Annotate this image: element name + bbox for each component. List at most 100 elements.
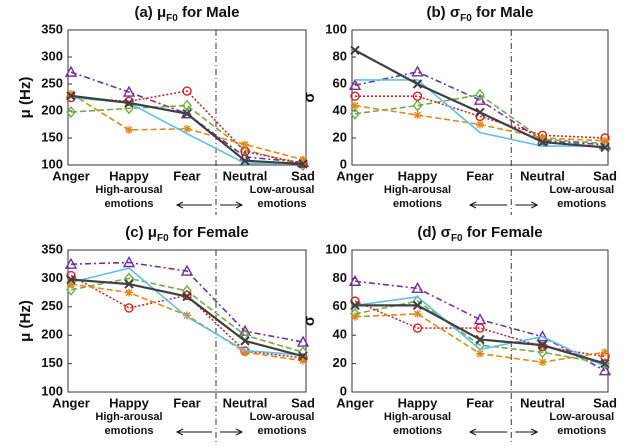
marker	[473, 93, 487, 105]
title-sub: F0	[451, 233, 463, 244]
marker	[124, 98, 134, 108]
marker	[125, 288, 133, 297]
annotation: emotions	[393, 425, 442, 437]
marker	[600, 142, 610, 153]
marker	[240, 336, 250, 346]
marker	[475, 323, 485, 333]
annotation: emotions	[557, 425, 606, 437]
title-prefix: (b) σ	[427, 4, 461, 21]
y-tick-label: 20	[333, 129, 347, 144]
title-suffix: for Male	[178, 4, 240, 21]
title-prefix: (d) σ	[417, 224, 451, 241]
plot-frame	[67, 249, 307, 393]
marker	[537, 346, 548, 359]
marker	[64, 257, 78, 269]
title-suffix: for Male	[472, 4, 534, 21]
x-tick-label: Anger	[52, 168, 90, 183]
x-tick-label: Fear	[466, 168, 493, 183]
annotation: Low-arousal	[250, 184, 315, 196]
annotation: High-arousal	[384, 411, 451, 423]
plot-frame	[67, 29, 307, 166]
marker	[299, 356, 307, 365]
chart-title: (a) μF0 for Male	[134, 4, 239, 24]
y-tick-label: 100	[325, 241, 347, 256]
x-tick-label: Sad	[593, 168, 617, 183]
x-tick-label: Neutral	[223, 168, 268, 183]
marker	[537, 137, 548, 147]
marker	[411, 65, 424, 77]
annotation: High-arousal	[384, 184, 451, 196]
title-sub: F0	[166, 13, 178, 24]
x-tick-label: Anger	[52, 395, 90, 410]
marker	[537, 340, 548, 350]
marker	[475, 107, 485, 118]
marker	[241, 140, 249, 149]
arrow-right	[220, 428, 244, 436]
panel: (b) σF0 for Male σ 0 20 40 60 80 100 Anger Happy F…	[301, 4, 617, 215]
marker	[182, 108, 192, 119]
marker	[182, 291, 192, 302]
marker	[601, 136, 609, 145]
plot-frame	[351, 29, 609, 166]
series-line	[70, 90, 304, 165]
y-tick-label: 250	[41, 75, 63, 90]
marker	[66, 274, 76, 285]
marker	[66, 91, 76, 101]
marker	[350, 300, 360, 311]
marker	[122, 256, 136, 268]
marker	[296, 335, 310, 347]
annotation: emotions	[105, 425, 154, 437]
y-tick-label: 60	[333, 75, 347, 90]
y-tick-label: 350	[41, 21, 63, 36]
marker	[538, 134, 547, 142]
panel: (c) μF0 for Female μ (Hz) 100 150 200 250 300 3…	[17, 224, 315, 442]
marker	[124, 279, 134, 289]
series-line	[70, 71, 304, 164]
x-tick-label: Fear	[173, 168, 200, 183]
series-line	[70, 267, 304, 356]
title-prefix: (c) μ	[125, 224, 157, 241]
annotation: emotions	[393, 198, 442, 210]
panel: (a) μF0 for Male μ (Hz) 100 150 200 250 300 350…	[17, 4, 315, 215]
marker	[66, 283, 76, 296]
marker	[64, 65, 78, 77]
y-tick-label: 100	[41, 156, 63, 171]
annotation: emotions	[258, 198, 307, 210]
x-tick-label: Fear	[466, 395, 493, 410]
annotation: emotions	[258, 425, 307, 437]
title-sub: F0	[460, 13, 472, 24]
series-line	[354, 300, 606, 358]
marker	[476, 120, 484, 129]
marker	[67, 280, 75, 289]
chart-title: (b) σF0 for Male	[427, 4, 534, 24]
annotation: Low-arousal	[250, 411, 315, 423]
y-axis-label: μ (Hz)	[17, 77, 34, 119]
x-tick-label: Neutral	[520, 395, 565, 410]
y-tick-label: 300	[41, 48, 63, 63]
marker	[124, 96, 134, 106]
series-line	[355, 95, 606, 139]
plot-frame	[351, 249, 609, 393]
arrow-left	[468, 428, 508, 436]
x-tick-label: Neutral	[520, 168, 565, 183]
x-tick-label: Anger	[336, 168, 374, 183]
marker	[299, 155, 307, 164]
x-tick-label: Fear	[173, 395, 200, 410]
marker	[182, 86, 192, 96]
marker	[476, 349, 484, 358]
annotation: emotions	[557, 198, 606, 210]
marker	[240, 155, 250, 166]
y-tick-label: 150	[41, 355, 63, 370]
y-tick-label: 350	[41, 241, 63, 256]
marker	[412, 79, 423, 89]
marker	[473, 313, 487, 325]
x-tick-label: Happy	[109, 168, 150, 183]
marker	[122, 85, 136, 97]
title-suffix: for Female	[169, 224, 249, 241]
y-tick-label: 20	[333, 355, 347, 370]
y-tick-label: 150	[41, 129, 63, 144]
y-tick-label: 0	[340, 383, 347, 398]
title-sub: F0	[157, 233, 169, 244]
marker	[183, 124, 191, 133]
